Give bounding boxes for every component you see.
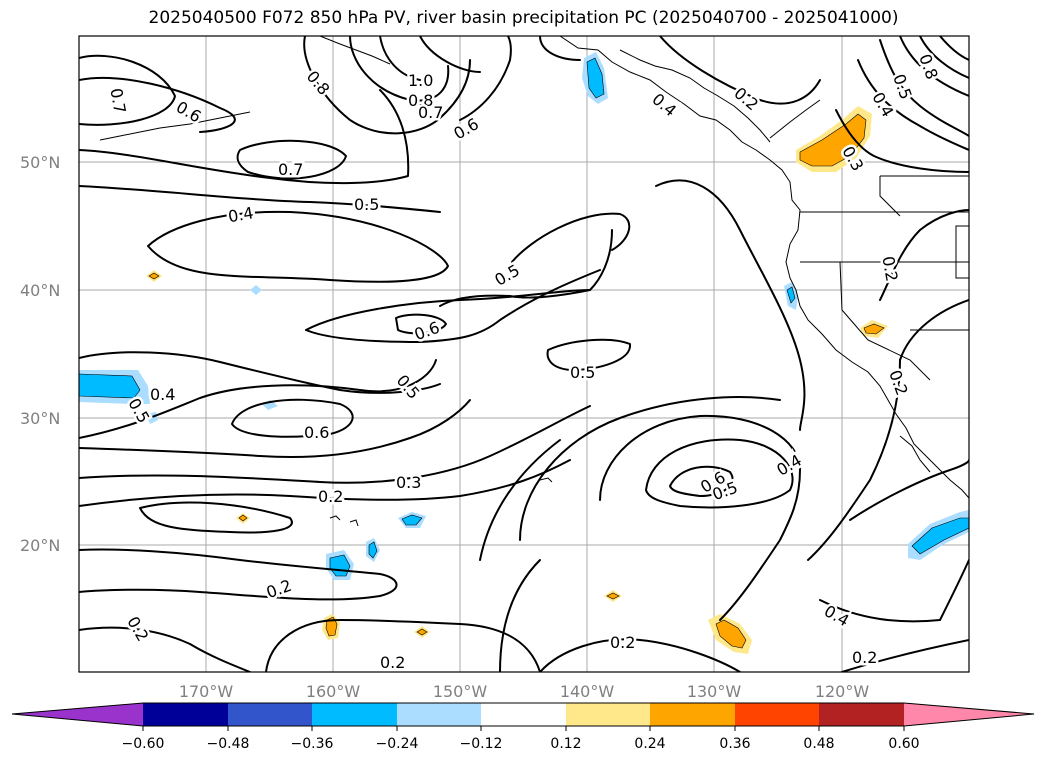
- colorbar-ticks: [142, 726, 905, 731]
- colorbar-tick-label: 0.48: [803, 736, 834, 752]
- lat-label: 20°N: [20, 536, 60, 555]
- pv-contours: [79, 36, 969, 672]
- colorbar-tick-label: 0.60: [888, 736, 919, 752]
- colorbar-extend-low: [12, 703, 143, 726]
- colorbar-segment: [228, 703, 312, 726]
- colorbar-segment: [566, 703, 650, 726]
- lon-label: 130°W: [687, 682, 742, 701]
- lon-label: 150°W: [433, 682, 488, 701]
- lon-label: 120°W: [815, 682, 870, 701]
- contour-label: 0.7: [278, 160, 303, 179]
- colorbar-tick-label: 0.24: [634, 736, 665, 752]
- lon-label: 140°W: [560, 682, 615, 701]
- colorbar-tick-label: −0.60: [122, 736, 165, 752]
- colorbar-segment: [650, 703, 735, 726]
- lat-label: 50°N: [20, 153, 60, 172]
- colorbar-tick-label: −0.36: [291, 736, 334, 752]
- contour-label: 0.2: [380, 653, 405, 672]
- colorbar-segment: [312, 703, 397, 726]
- contour-label: 0.6: [304, 423, 329, 442]
- colorbar-segment: [143, 703, 228, 726]
- coastlines: [99, 36, 969, 527]
- contour-label: 0.5: [570, 363, 595, 382]
- map-frame: [78, 35, 970, 673]
- colorbar: −0.60 −0.48 −0.36 −0.24 −0.12 0.12 0.24 …: [11, 702, 1035, 752]
- contour-label: 0.2: [318, 487, 343, 506]
- colorbar-tick-label: −0.12: [460, 736, 503, 752]
- contour-label: 0.8: [408, 91, 433, 110]
- contour-label: 1.0: [408, 71, 433, 90]
- contour-label: 0.5: [354, 195, 379, 214]
- lat-label: 40°N: [20, 281, 60, 300]
- colorbar-segment: [397, 703, 481, 726]
- contour-label: 0.2: [610, 633, 635, 652]
- latitude-labels: 50°N 40°N 30°N 20°N: [20, 153, 60, 555]
- colorbar-tick-label: −0.48: [207, 736, 250, 752]
- colorbar-extend-high: [904, 703, 1034, 726]
- colorbar-segment: [819, 703, 904, 726]
- precipitation-shading: [79, 52, 969, 654]
- contour-label: 0.4: [150, 385, 175, 404]
- lon-label: 170°W: [179, 682, 234, 701]
- colorbar-segment: [735, 703, 819, 726]
- colorbar-segment: [481, 703, 566, 726]
- colorbar-tick-label: 0.36: [719, 736, 750, 752]
- longitude-labels: 170°W 160°W 150°W 140°W 130°W 120°W: [179, 682, 870, 701]
- lon-label: 160°W: [306, 682, 361, 701]
- lat-label: 30°N: [20, 409, 60, 428]
- colorbar-tick-label: 0.12: [550, 736, 581, 752]
- colorbar-tick-label: −0.24: [376, 736, 419, 752]
- map-title: 2025040500 F072 850 hPa PV, river basin …: [148, 8, 899, 28]
- contour-label: 0.7: [418, 103, 443, 122]
- contour-label: 0.3: [396, 473, 421, 492]
- contour-label: 0.2: [852, 648, 877, 667]
